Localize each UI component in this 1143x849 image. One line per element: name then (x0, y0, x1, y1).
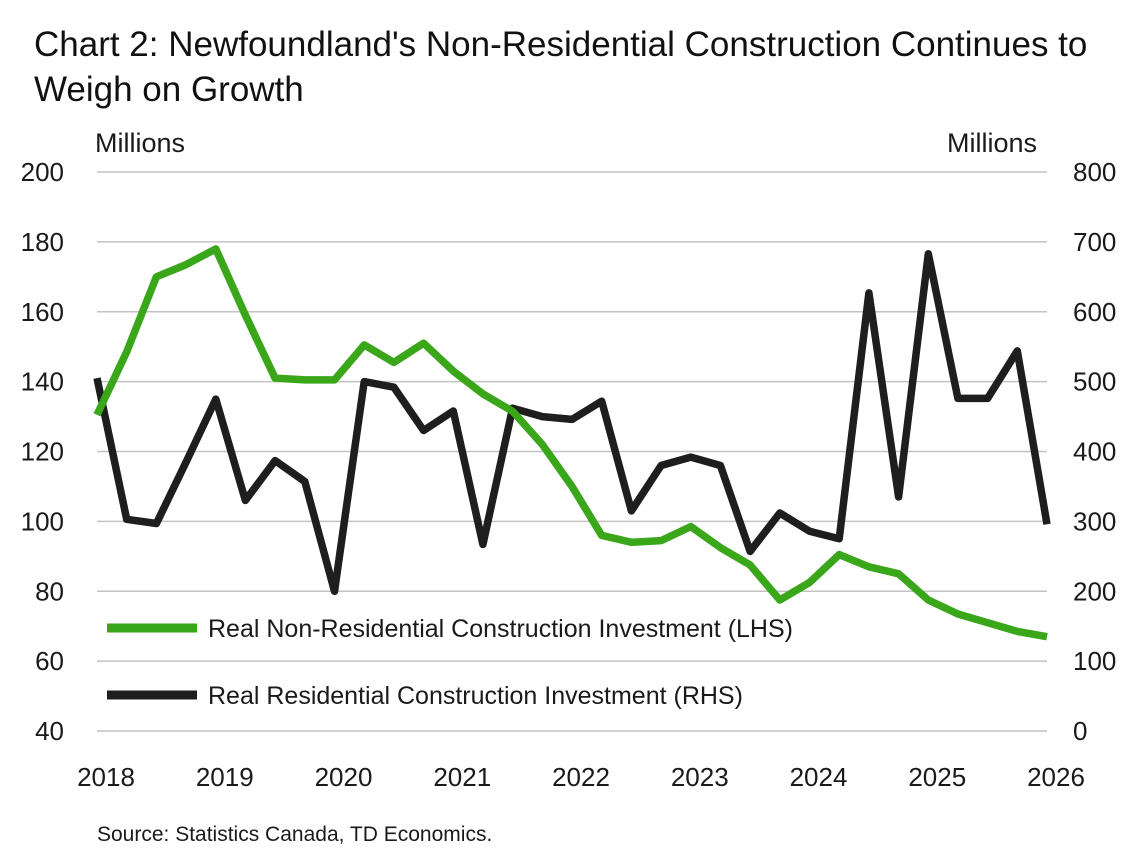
y-left-tick-label: 200 (21, 157, 64, 187)
source-note: Source: Statistics Canada, TD Economics. (97, 823, 492, 846)
legend-label: Real Residential Construction Investment… (208, 682, 743, 710)
legend: Real Non-Residential Construction Invest… (107, 615, 793, 710)
y-left-tick-label: 120 (21, 437, 64, 467)
y-left-tick-label: 100 (21, 506, 64, 536)
y-right-tick-label: 800 (1073, 157, 1116, 187)
legend-label: Real Non-Residential Construction Invest… (208, 615, 793, 643)
x-tick-label: 2023 (671, 762, 729, 792)
y-left-tick-label: 80 (35, 576, 64, 606)
series-lines (93, 245, 1051, 641)
y-right-tick-label: 600 (1073, 297, 1116, 327)
x-tick-label: 2026 (1027, 762, 1085, 792)
y-right-tick-label: 300 (1073, 506, 1116, 536)
y-left-tick-label: 40 (35, 716, 64, 746)
axis-ticks: 200 180 160 140 120 100 80 60 40 800 700 600 500 400 3… (21, 157, 1117, 792)
gridlines (97, 171, 1047, 732)
y-left-tick-label: 60 (35, 646, 64, 676)
left-axis-unit-label: Millions (95, 128, 185, 158)
y-right-tick-label: 0 (1073, 716, 1087, 746)
y-right-tick-label: 100 (1073, 646, 1116, 676)
series-non-residential (93, 245, 1048, 641)
y-right-tick-label: 400 (1073, 437, 1116, 467)
x-tick-label: 2022 (552, 762, 610, 792)
chart-title: Chart 2: Newfoundland's Non-Residential … (34, 25, 1088, 109)
y-left-tick-label: 180 (21, 227, 64, 257)
y-right-tick-label: 700 (1073, 227, 1116, 257)
x-tick-label: 2025 (908, 762, 966, 792)
x-tick-label: 2018 (77, 762, 135, 792)
right-axis-unit-label: Millions (947, 128, 1037, 158)
y-right-tick-label: 500 (1073, 367, 1116, 397)
x-tick-label: 2024 (790, 762, 848, 792)
x-tick-label: 2021 (433, 762, 491, 792)
y-left-tick-label: 160 (21, 297, 64, 327)
x-tick-label: 2019 (196, 762, 254, 792)
x-tick-label: 2020 (315, 762, 373, 792)
y-right-tick-label: 200 (1073, 576, 1116, 606)
y-left-tick-label: 140 (21, 367, 64, 397)
